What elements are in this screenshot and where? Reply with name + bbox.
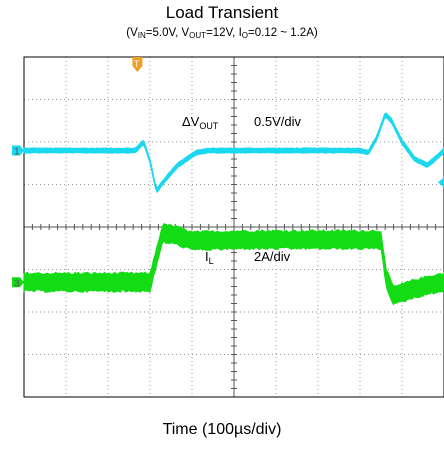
ch2-label: IL	[205, 249, 214, 266]
channel-marker-3	[12, 277, 24, 288]
ch1-scale: 0.5V/div	[254, 114, 301, 129]
ch2-scale: 2A/div	[254, 249, 291, 264]
ch1-label: ΔVOUT	[182, 114, 219, 131]
trace-ch1	[23, 112, 444, 194]
channel-marker-label: 3	[14, 278, 20, 289]
x-axis-label: Time (100µs/div)	[162, 421, 282, 438]
channel-marker-label: 1	[14, 147, 20, 158]
channel-marker-1	[12, 145, 24, 156]
scope-grid	[23, 56, 444, 398]
trigger-marker	[132, 57, 143, 72]
scope-labels: ΔVOUT 0.5V/div IL 2A/div	[182, 114, 301, 266]
scope-traces	[23, 112, 444, 306]
chart-title: Load Transient	[165, 3, 279, 22]
trigger-marker-label: T	[134, 59, 140, 69]
scope-markers: 1 3 T	[12, 57, 444, 289]
plot-border	[23, 56, 444, 398]
chart-subtitle: (VIN=5.0V, VOUT=12V, IO=0.12 ~ 1.2A)	[126, 27, 318, 40]
trace-ch3	[23, 222, 444, 306]
trigger-level-marker	[438, 177, 444, 188]
